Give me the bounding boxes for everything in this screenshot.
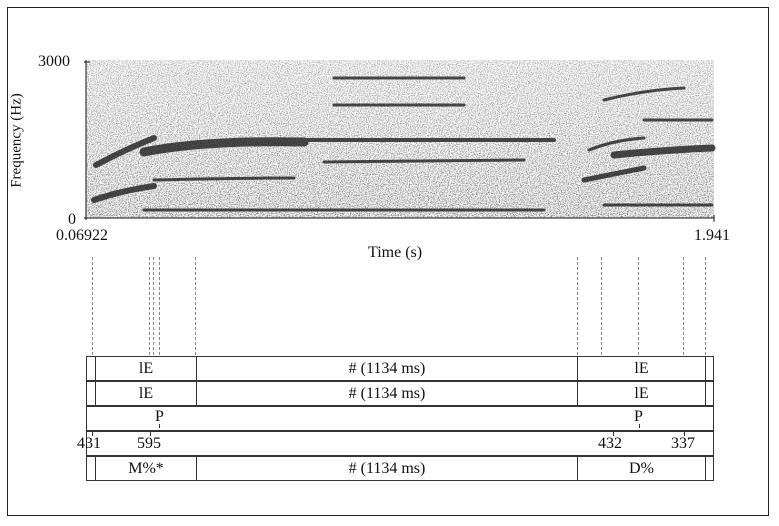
boundary-guide: [149, 257, 150, 355]
tier-cell[interactable]: # (1134 ms): [196, 457, 577, 480]
tier-cell[interactable]: [87, 457, 95, 480]
tier-5: M%* # (1134 ms) D%: [86, 456, 714, 481]
spectrogram: [84, 60, 716, 222]
y-max-label: 3000: [38, 53, 70, 70]
tier-cell[interactable]: lE: [577, 357, 705, 380]
boundary-guide: [92, 257, 93, 355]
boundary-guide: [601, 257, 602, 355]
boundary-guide: [638, 257, 639, 355]
tier-point-label[interactable]: 432: [598, 435, 622, 452]
boundary-guide: [195, 257, 196, 355]
tier-cell[interactable]: # (1134 ms): [196, 382, 577, 405]
tier-1: lE # (1134 ms) lE: [86, 356, 714, 381]
boundary-guide: [153, 257, 154, 355]
tier-cell[interactable]: [705, 382, 713, 405]
tier-point-label[interactable]: P: [155, 408, 164, 425]
tier-cell[interactable]: lE: [95, 357, 196, 380]
tier-point-label[interactable]: P: [634, 408, 643, 425]
boundary-guide: [577, 257, 578, 355]
tier-cell[interactable]: [87, 382, 95, 405]
tier-point-label[interactable]: 337: [671, 435, 695, 452]
x-start-label: 0.06922: [56, 227, 108, 244]
tier-cell[interactable]: lE: [577, 382, 705, 405]
boundary-guide: [683, 257, 684, 355]
spectrogram-axes: [84, 60, 715, 222]
tier-point-label[interactable]: 431: [77, 435, 101, 452]
tier-4: 431 595 432 337: [77, 431, 714, 456]
boundary-guide: [159, 257, 160, 355]
tier-point-tick: [92, 432, 93, 436]
tier-3: P P: [86, 406, 714, 431]
tier-point-label[interactable]: 595: [137, 435, 161, 452]
y-axis-label: Frequency (Hz): [8, 93, 25, 188]
tier-cell[interactable]: # (1134 ms): [196, 357, 577, 380]
tier-2: lE # (1134 ms) lE: [86, 381, 714, 406]
tier-point-tick: [613, 432, 614, 436]
tier-point-tick: [150, 432, 151, 436]
tier-cell[interactable]: lE: [95, 382, 196, 405]
tier-point-tick: [684, 432, 685, 436]
tier-point-tick: [159, 424, 160, 428]
figure-frame: [7, 7, 769, 516]
x-end-label: 1.941: [694, 227, 730, 244]
tier-cell[interactable]: D%: [577, 457, 705, 480]
spectrogram-formants: [91, 76, 716, 212]
boundary-guide: [705, 257, 706, 355]
y-min-label: 0: [68, 211, 76, 228]
tier-cell[interactable]: [705, 457, 713, 480]
x-axis-label: Time (s): [368, 244, 423, 261]
tier-cell[interactable]: [705, 357, 713, 380]
tier-cell[interactable]: M%*: [95, 457, 196, 480]
tier-cell[interactable]: [87, 357, 95, 380]
tier-point-tick: [639, 424, 640, 428]
